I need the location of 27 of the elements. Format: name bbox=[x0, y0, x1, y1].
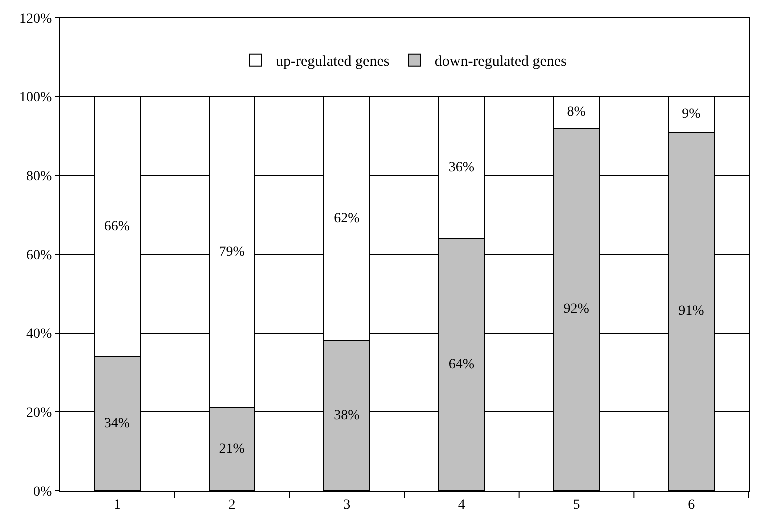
x-tick-label: 5 bbox=[573, 498, 580, 513]
y-tick-label: 100% bbox=[20, 90, 53, 106]
data-label: 91% bbox=[678, 304, 705, 320]
y-tick-label: 0% bbox=[34, 484, 53, 500]
x-tick-label: 2 bbox=[228, 498, 236, 513]
y-tick-label: 20% bbox=[26, 406, 53, 422]
data-label: 66% bbox=[104, 219, 130, 234]
legend-label: up-regulated genes bbox=[276, 54, 390, 70]
data-label: 38% bbox=[334, 408, 360, 424]
data-label: 62% bbox=[334, 212, 360, 227]
y-tick-label: 60% bbox=[26, 248, 53, 264]
y-tick-label: 40% bbox=[26, 327, 53, 342]
data-label: 92% bbox=[564, 302, 590, 318]
x-tick-label: 3 bbox=[344, 498, 351, 513]
legend-label: down-regulated genes bbox=[434, 54, 568, 70]
data-label: 64% bbox=[448, 357, 475, 372]
data-label: 8% bbox=[567, 105, 586, 120]
x-tick-label: 6 bbox=[688, 498, 696, 513]
x-tick-label: 4 bbox=[458, 498, 466, 513]
data-label: 79% bbox=[219, 245, 246, 260]
x-tick-label: 1 bbox=[114, 498, 121, 513]
data-label: 36% bbox=[448, 160, 475, 176]
data-label: 21% bbox=[219, 442, 246, 458]
data-label: 34% bbox=[104, 416, 130, 432]
y-tick-label: 80% bbox=[26, 170, 53, 185]
data-label: 9% bbox=[682, 107, 702, 122]
y-tick-label: 120% bbox=[20, 12, 53, 27]
